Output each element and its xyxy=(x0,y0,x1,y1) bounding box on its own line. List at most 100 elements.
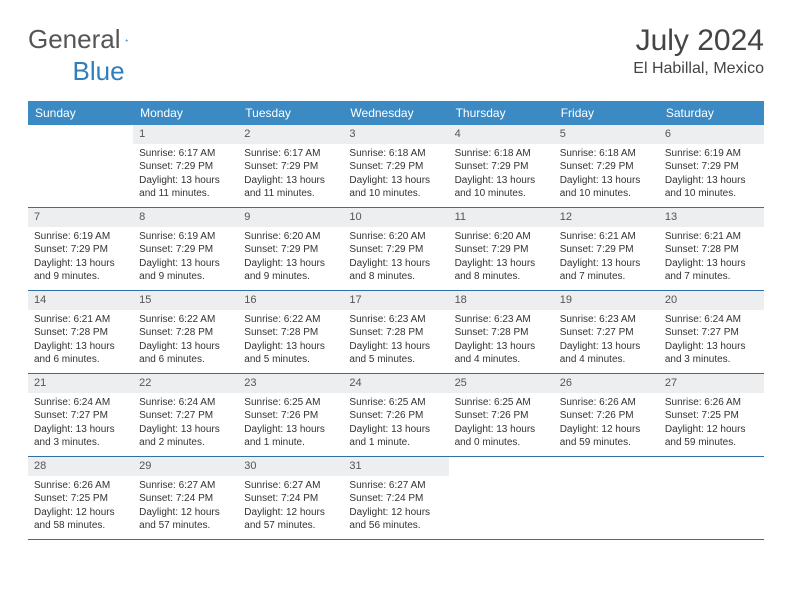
day-cell: 21Sunrise: 6:24 AMSunset: 7:27 PMDayligh… xyxy=(28,374,133,457)
daylight-text: Daylight: 13 hours and 9 minutes. xyxy=(244,257,337,284)
day-cell: 30Sunrise: 6:27 AMSunset: 7:24 PMDayligh… xyxy=(238,457,343,540)
day-cell: 1Sunrise: 6:17 AMSunset: 7:29 PMDaylight… xyxy=(133,125,238,208)
sunset-text: Sunset: 7:26 PM xyxy=(349,409,442,423)
sunrise-text: Sunrise: 6:20 AM xyxy=(455,230,548,244)
day-cell: 25 Sunrise: 6:25 AMSunset: 7:26 PMDayligh… xyxy=(449,374,554,457)
day-cell: 9 Sunrise: 6:20 AMSunset: 7:29 PMDaylight… xyxy=(238,208,343,291)
daylight-text: Daylight: 13 hours and 7 minutes. xyxy=(560,257,653,284)
day-content: Sunrise: 6:20 AMSunset: 7:29 PMDaylight:… xyxy=(449,227,554,290)
day-cell: 6Sunrise: 6:19 AMSunset: 7:29 PMDaylight… xyxy=(659,125,764,208)
daylight-text: Daylight: 13 hours and 10 minutes. xyxy=(349,174,442,201)
sunrise-text: Sunrise: 6:27 AM xyxy=(244,479,337,493)
daylight-text: Daylight: 13 hours and 10 minutes. xyxy=(455,174,548,201)
day-number: 8 xyxy=(133,208,238,227)
day-content: Sunrise: 6:18 AMSunset: 7:29 PMDaylight:… xyxy=(554,144,659,207)
day-content: Sunrise: 6:24 AMSunset: 7:27 PMDaylight:… xyxy=(133,393,238,456)
sunrise-text: Sunrise: 6:26 AM xyxy=(665,396,758,410)
sunrise-text: Sunrise: 6:27 AM xyxy=(139,479,232,493)
logo-sail-icon xyxy=(125,30,128,50)
sunrise-text: Sunrise: 6:27 AM xyxy=(349,479,442,493)
day-number: 23 xyxy=(238,374,343,393)
day-content: Sunrise: 6:18 AMSunset: 7:29 PMDaylight:… xyxy=(449,144,554,207)
day-content: Sunrise: 6:27 AMSunset: 7:24 PMDaylight:… xyxy=(133,476,238,539)
sunrise-text: Sunrise: 6:24 AM xyxy=(665,313,758,327)
day-content: Sunrise: 6:22 AMSunset: 7:28 PMDaylight:… xyxy=(238,310,343,373)
sunset-text: Sunset: 7:28 PM xyxy=(139,326,232,340)
weekday-sunday: Sunday xyxy=(28,101,133,125)
sunrise-text: Sunrise: 6:21 AM xyxy=(665,230,758,244)
day-number: 25 xyxy=(449,374,554,393)
day-cell: 19Sunrise: 6:23 AMSunset: 7:27 PMDayligh… xyxy=(554,291,659,374)
day-number: 18 xyxy=(449,291,554,310)
day-content: Sunrise: 6:17 AMSunset: 7:29 PMDaylight:… xyxy=(133,144,238,207)
sunset-text: Sunset: 7:29 PM xyxy=(244,243,337,257)
daylight-text: Daylight: 13 hours and 0 minutes. xyxy=(455,423,548,450)
empty-cell xyxy=(449,457,554,540)
sunrise-text: Sunrise: 6:26 AM xyxy=(560,396,653,410)
calendar-body: 1Sunrise: 6:17 AMSunset: 7:29 PMDaylight… xyxy=(28,125,764,540)
day-number: 5 xyxy=(554,125,659,144)
daylight-text: Daylight: 12 hours and 57 minutes. xyxy=(244,506,337,533)
logo-text-blue: Blue xyxy=(73,56,125,87)
daylight-text: Daylight: 13 hours and 10 minutes. xyxy=(665,174,758,201)
week-row: 1Sunrise: 6:17 AMSunset: 7:29 PMDaylight… xyxy=(28,125,764,208)
sunset-text: Sunset: 7:26 PM xyxy=(244,409,337,423)
daylight-text: Daylight: 13 hours and 11 minutes. xyxy=(139,174,232,201)
empty-cell xyxy=(659,457,764,540)
day-content: Sunrise: 6:19 AMSunset: 7:29 PMDaylight:… xyxy=(659,144,764,207)
day-number: 14 xyxy=(28,291,133,310)
day-cell: 16Sunrise: 6:22 AMSunset: 7:28 PMDayligh… xyxy=(238,291,343,374)
sunrise-text: Sunrise: 6:22 AM xyxy=(244,313,337,327)
day-number: 10 xyxy=(343,208,448,227)
daylight-text: Daylight: 13 hours and 4 minutes. xyxy=(455,340,548,367)
day-number: 9 xyxy=(238,208,343,227)
day-content: Sunrise: 6:27 AMSunset: 7:24 PMDaylight:… xyxy=(343,476,448,539)
sunset-text: Sunset: 7:29 PM xyxy=(560,160,653,174)
week-row: 14Sunrise: 6:21 AMSunset: 7:28 PMDayligh… xyxy=(28,291,764,374)
day-number: 4 xyxy=(449,125,554,144)
daylight-text: Daylight: 12 hours and 56 minutes. xyxy=(349,506,442,533)
day-cell: 22Sunrise: 6:24 AMSunset: 7:27 PMDayligh… xyxy=(133,374,238,457)
sunset-text: Sunset: 7:24 PM xyxy=(349,492,442,506)
sunset-text: Sunset: 7:26 PM xyxy=(455,409,548,423)
sunrise-text: Sunrise: 6:23 AM xyxy=(455,313,548,327)
weekday-wednesday: Wednesday xyxy=(343,101,448,125)
day-content: Sunrise: 6:19 AMSunset: 7:29 PMDaylight:… xyxy=(133,227,238,290)
day-cell: 11Sunrise: 6:20 AMSunset: 7:29 PMDayligh… xyxy=(449,208,554,291)
sunset-text: Sunset: 7:27 PM xyxy=(34,409,127,423)
day-number: 3 xyxy=(343,125,448,144)
day-content: Sunrise: 6:18 AMSunset: 7:29 PMDaylight:… xyxy=(343,144,448,207)
sunset-text: Sunset: 7:28 PM xyxy=(244,326,337,340)
day-cell: 17Sunrise: 6:23 AMSunset: 7:28 PMDayligh… xyxy=(343,291,448,374)
sunrise-text: Sunrise: 6:18 AM xyxy=(349,147,442,161)
day-number: 11 xyxy=(449,208,554,227)
sunrise-text: Sunrise: 6:20 AM xyxy=(244,230,337,244)
day-content: Sunrise: 6:24 AMSunset: 7:27 PMDaylight:… xyxy=(28,393,133,456)
daylight-text: Daylight: 13 hours and 5 minutes. xyxy=(244,340,337,367)
daylight-text: Daylight: 12 hours and 59 minutes. xyxy=(560,423,653,450)
day-content: Sunrise: 6:26 AMSunset: 7:25 PMDaylight:… xyxy=(659,393,764,456)
day-number: 22 xyxy=(133,374,238,393)
day-number: 31 xyxy=(343,457,448,476)
daylight-text: Daylight: 13 hours and 8 minutes. xyxy=(349,257,442,284)
day-number: 19 xyxy=(554,291,659,310)
sunset-text: Sunset: 7:29 PM xyxy=(560,243,653,257)
day-number: 1 xyxy=(133,125,238,144)
sunset-text: Sunset: 7:29 PM xyxy=(349,160,442,174)
daylight-text: Daylight: 13 hours and 1 minute. xyxy=(244,423,337,450)
sunset-text: Sunset: 7:24 PM xyxy=(139,492,232,506)
sunrise-text: Sunrise: 6:26 AM xyxy=(34,479,127,493)
day-cell: 29Sunrise: 6:27 AMSunset: 7:24 PMDayligh… xyxy=(133,457,238,540)
day-number: 21 xyxy=(28,374,133,393)
daylight-text: Daylight: 13 hours and 1 minute. xyxy=(349,423,442,450)
sunset-text: Sunset: 7:29 PM xyxy=(349,243,442,257)
sunset-text: Sunset: 7:29 PM xyxy=(139,243,232,257)
day-content: Sunrise: 6:25 AMSunset: 7:26 PMDaylight:… xyxy=(343,393,448,456)
sunrise-text: Sunrise: 6:25 AM xyxy=(455,396,548,410)
empty-cell xyxy=(28,125,133,208)
day-number: 24 xyxy=(343,374,448,393)
day-cell: 20Sunrise: 6:24 AMSunset: 7:27 PMDayligh… xyxy=(659,291,764,374)
daylight-text: Daylight: 13 hours and 5 minutes. xyxy=(349,340,442,367)
day-cell: 14Sunrise: 6:21 AMSunset: 7:28 PMDayligh… xyxy=(28,291,133,374)
day-number: 28 xyxy=(28,457,133,476)
